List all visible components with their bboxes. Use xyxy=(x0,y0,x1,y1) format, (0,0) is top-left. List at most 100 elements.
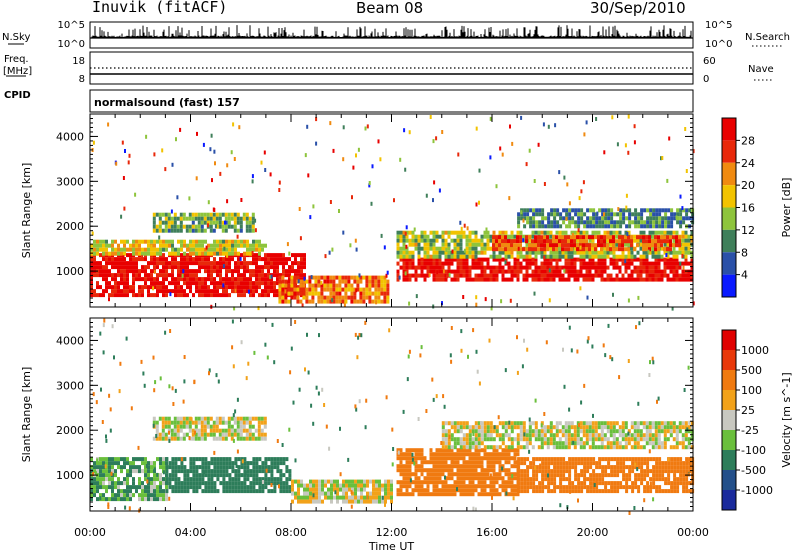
scatter-cell xyxy=(679,261,682,266)
range-time-cell xyxy=(405,480,409,485)
range-time-cell xyxy=(423,468,427,473)
range-time-cell xyxy=(498,460,502,465)
range-time-cell xyxy=(553,461,557,466)
range-time-cell xyxy=(192,485,196,490)
range-time-cell xyxy=(651,261,655,266)
range-time-cell xyxy=(138,477,141,482)
range-time-cell xyxy=(510,273,514,278)
range-time-cell xyxy=(159,473,162,478)
range-time-cell xyxy=(513,234,517,239)
range-time-cell xyxy=(248,432,252,437)
range-time-cell xyxy=(237,281,240,286)
range-time-cell xyxy=(248,216,252,221)
range-time-cell xyxy=(615,254,619,259)
range-time-cell xyxy=(129,473,132,478)
scatter-cell xyxy=(366,124,369,129)
range-time-cell xyxy=(507,484,511,489)
range-time-cell xyxy=(504,250,508,255)
range-time-cell xyxy=(102,493,105,498)
range-time-cell xyxy=(207,465,211,470)
range-time-cell xyxy=(261,289,264,294)
range-time-cell xyxy=(564,265,568,270)
range-time-cell xyxy=(249,293,252,298)
range-time-cell xyxy=(474,476,478,481)
range-time-cell xyxy=(237,457,241,462)
range-time-cell xyxy=(201,285,204,290)
range-time-cell xyxy=(684,257,688,262)
range-time-cell xyxy=(174,251,177,256)
range-time-cell xyxy=(645,265,649,270)
range-time-cell xyxy=(627,250,631,255)
range-time-cell xyxy=(177,289,180,294)
range-time-cell xyxy=(640,469,644,474)
range-time-cell xyxy=(594,261,598,266)
range-time-cell xyxy=(180,461,184,466)
range-time-cell xyxy=(607,489,611,494)
range-time-cell xyxy=(399,254,403,259)
range-time-cell xyxy=(402,468,406,473)
range-time-cell xyxy=(227,416,231,421)
range-time-cell xyxy=(561,265,565,270)
range-time-cell xyxy=(96,239,99,244)
range-time-cell xyxy=(441,445,445,450)
range-time-cell xyxy=(492,480,496,485)
range-time-cell xyxy=(556,473,560,478)
range-time-cell xyxy=(604,220,608,225)
range-time-cell xyxy=(332,283,336,288)
range-time-cell xyxy=(465,273,469,278)
range-time-cell xyxy=(526,473,530,478)
range-time-cell xyxy=(96,247,99,252)
range-time-cell xyxy=(242,436,246,441)
range-time-cell xyxy=(194,212,198,217)
range-time-cell xyxy=(162,247,165,252)
range-time-cell xyxy=(552,445,556,450)
range-time-cell xyxy=(474,456,478,461)
range-time-cell xyxy=(447,242,451,247)
range-time-cell xyxy=(489,476,493,481)
range-time-cell xyxy=(574,224,578,229)
range-time-cell xyxy=(273,485,277,490)
range-time-cell xyxy=(200,216,204,221)
range-time-cell xyxy=(619,465,623,470)
range-time-cell xyxy=(465,437,469,442)
range-time-cell xyxy=(182,420,186,425)
range-time-cell xyxy=(155,436,159,441)
range-time-cell xyxy=(438,250,442,255)
range-time-cell xyxy=(598,457,602,462)
range-time-cell xyxy=(540,421,544,426)
range-time-cell xyxy=(345,487,348,492)
range-time-cell xyxy=(246,277,249,282)
range-time-cell xyxy=(513,273,517,278)
range-time-cell xyxy=(525,261,529,266)
range-time-cell xyxy=(228,251,231,256)
range-time-cell xyxy=(610,469,614,474)
range-time-cell xyxy=(173,216,177,221)
range-time-cell xyxy=(447,429,451,434)
range-time-cell xyxy=(553,465,557,470)
range-time-cell xyxy=(138,485,141,490)
range-time-cell xyxy=(213,257,216,262)
range-time-cell xyxy=(685,457,689,462)
range-time-cell xyxy=(486,421,490,426)
range-time-cell xyxy=(622,457,626,462)
range-time-cell xyxy=(399,257,403,262)
range-time-cell xyxy=(159,273,162,278)
range-time-cell xyxy=(526,208,530,213)
range-time-cell xyxy=(174,289,177,294)
range-time-cell xyxy=(456,242,460,247)
range-time-cell xyxy=(465,441,469,446)
range-time-cell xyxy=(538,469,542,474)
range-time-cell xyxy=(233,420,237,425)
range-time-cell xyxy=(207,251,210,256)
range-time-cell xyxy=(219,481,223,486)
scatter-cell xyxy=(226,253,229,258)
range-time-cell xyxy=(513,448,517,453)
range-time-cell xyxy=(444,257,448,262)
range-time-cell xyxy=(117,465,120,470)
range-time-cell xyxy=(567,277,571,282)
range-time-cell xyxy=(186,243,189,248)
range-time-cell xyxy=(126,273,129,278)
range-time-cell xyxy=(504,247,507,252)
range-time-cell xyxy=(159,247,162,252)
range-time-cell xyxy=(609,273,613,278)
